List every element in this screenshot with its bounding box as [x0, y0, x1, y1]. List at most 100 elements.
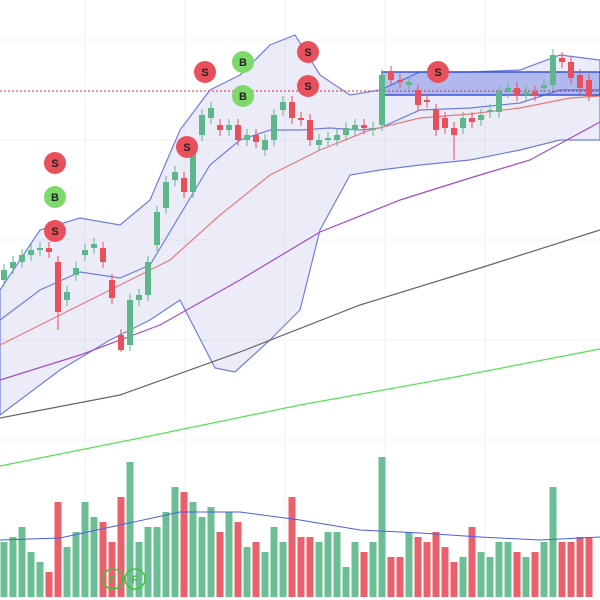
volume-bar: [585, 537, 593, 597]
volume-bar: [36, 562, 44, 597]
volume-bar: [342, 567, 350, 597]
volume-bar: [387, 557, 395, 597]
candle-body: [307, 120, 313, 140]
candles: [1, 49, 592, 352]
candle-body: [127, 300, 133, 345]
candle-body: [586, 80, 592, 95]
footer-marker: [102, 568, 124, 590]
candle-body: [532, 92, 538, 95]
candle-body: [253, 135, 259, 142]
signal-label: S: [304, 81, 311, 93]
candle-body: [424, 100, 430, 102]
volume-bar: [459, 557, 467, 597]
volume-bar: [567, 542, 575, 597]
candle-body: [523, 92, 529, 95]
volume-bar: [144, 527, 152, 597]
candle-body: [370, 128, 376, 130]
signal-marker: [44, 186, 66, 208]
candle-body: [1, 270, 7, 280]
volume-bar: [378, 457, 386, 597]
candle-body: [226, 125, 232, 130]
volume-bar: [405, 532, 413, 597]
volume-bar: [243, 547, 251, 597]
volume-bar: [279, 542, 287, 597]
volume-bar: [252, 542, 260, 597]
signal-marker: [44, 220, 66, 242]
volume-bar: [180, 492, 188, 597]
volume-bar: [63, 547, 71, 597]
volume-bar: [450, 562, 458, 597]
volume-bar: [18, 527, 26, 597]
volume-bar: [261, 552, 269, 597]
candle-body: [334, 135, 340, 140]
candle-body: [379, 75, 385, 125]
volume-bar: [81, 502, 89, 597]
candle-body: [91, 244, 97, 248]
volume-bar: [306, 537, 314, 597]
volume-bar: [477, 552, 485, 597]
volume-bar: [234, 522, 242, 597]
moving-average: [0, 95, 600, 346]
volume-bar: [72, 532, 80, 597]
signal-label: S: [183, 142, 190, 154]
volume-bar: [315, 542, 323, 597]
signal-marker: [427, 61, 449, 83]
candle-body: [361, 125, 367, 128]
volume-average: [0, 511, 600, 541]
candle-body: [244, 135, 250, 140]
candle-body: [568, 62, 574, 78]
candle-body: [442, 118, 448, 128]
moving-average: [0, 121, 600, 381]
volume-bar: [225, 512, 233, 597]
candle-body: [478, 115, 484, 120]
candle-body: [181, 178, 187, 192]
candle-body: [433, 110, 439, 130]
candle-body: [451, 128, 457, 135]
volume-bar: [531, 552, 539, 597]
candle-body: [460, 118, 466, 128]
candle-body: [190, 152, 196, 192]
volume-bar: [432, 532, 440, 597]
moving-average: [0, 348, 600, 467]
candle-body: [109, 280, 115, 298]
signal-label: S: [304, 47, 311, 59]
candle-body: [28, 250, 34, 255]
volume-bar: [360, 552, 368, 597]
candle-body: [118, 335, 124, 350]
candle-body: [46, 248, 52, 252]
volume-bar: [117, 497, 125, 597]
footer-label: F: [132, 574, 139, 586]
candle-body: [325, 138, 331, 140]
volume-bar: [126, 462, 134, 597]
moving-average: [0, 229, 600, 419]
candle-body: [37, 248, 43, 250]
volume-bar: [522, 557, 530, 597]
bollinger-mid: [0, 89, 600, 321]
candle-body: [73, 268, 79, 275]
volume-bar: [468, 527, 476, 597]
candle-body: [514, 88, 520, 95]
volume-bar: [576, 537, 584, 597]
signal-marker: [176, 136, 198, 158]
candle-body: [19, 255, 25, 262]
volume-bar: [189, 502, 197, 597]
signal-label: S: [434, 67, 441, 79]
candle-body: [235, 125, 241, 140]
candle-body: [64, 292, 70, 300]
candle-body: [469, 118, 475, 122]
candle-body: [271, 115, 277, 140]
candle-body: [55, 262, 61, 312]
signal-marker: [297, 75, 319, 97]
range-box: [381, 71, 600, 96]
candle-body: [388, 72, 394, 80]
candle-body: [10, 262, 16, 268]
volume-bar: [45, 572, 53, 597]
signal-label: S: [51, 226, 58, 238]
volume-bar: [504, 542, 512, 597]
volume-bar: [207, 507, 215, 597]
candle-body: [397, 80, 403, 82]
candle-body: [280, 102, 286, 110]
signal-label: S: [51, 158, 58, 170]
candle-body: [577, 75, 583, 88]
candle-body: [487, 110, 493, 112]
